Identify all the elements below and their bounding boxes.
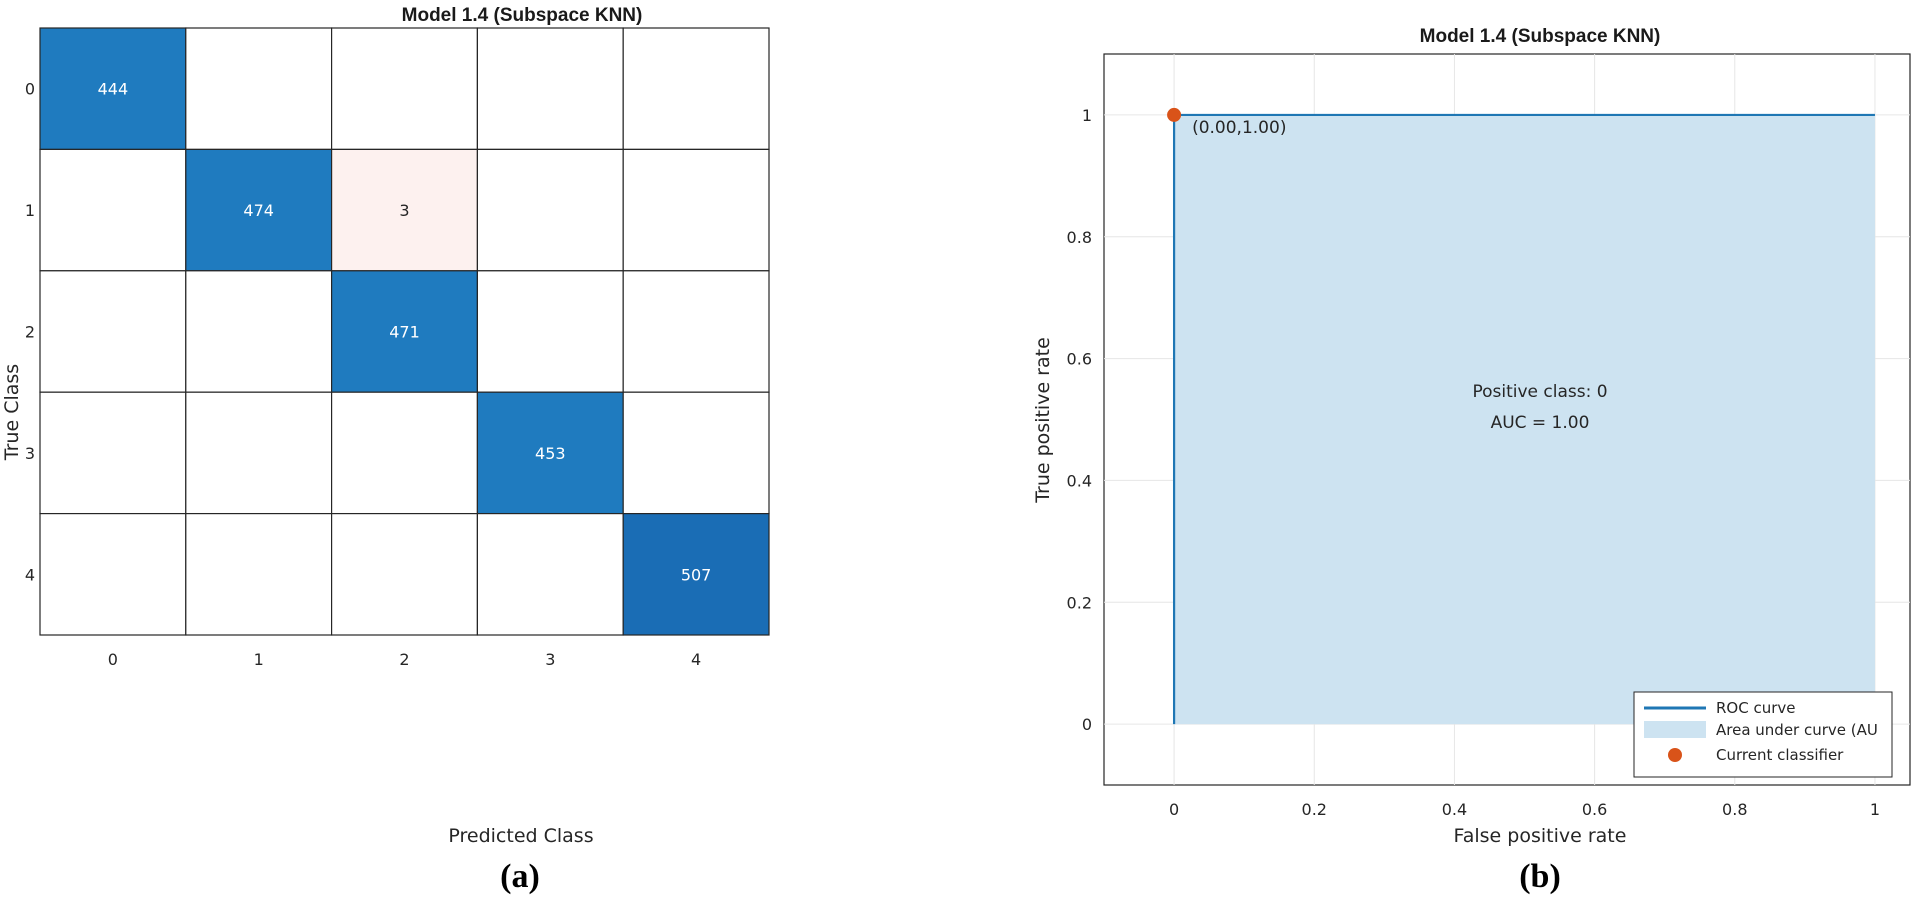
cm-cell-0-1 (185, 27, 333, 151)
cm-cell-2-2 (331, 270, 479, 393)
roc-title: Model 1.4 (Subspace KNN) (1420, 26, 1661, 47)
roc-legend: ROC curve Area under curve (AU Current c… (1633, 691, 1893, 778)
cm-value-2-2: 471 (389, 323, 420, 342)
confusion-matrix-ylabel: True Class (1, 364, 23, 461)
roc-x-tick-2: 0.4 (1442, 800, 1467, 819)
cm-value-1-1: 474 (243, 201, 274, 220)
legend-area-swatch (1644, 721, 1706, 738)
roc-x-tick-1: 0.2 (1302, 800, 1327, 819)
cm-cell-3-2 (331, 391, 479, 515)
legend-classifier-swatch (1668, 748, 1682, 762)
cm-cell-3-4 (622, 391, 770, 515)
current-classifier-point (1167, 107, 1182, 122)
cm-cell-1-3 (476, 148, 624, 272)
confusion-matrix-y-ticks: 0 1 2 3 4 (25, 80, 35, 585)
cm-x-tick-4: 4 (691, 650, 701, 669)
cm-x-tick-3: 3 (545, 650, 555, 669)
roc-plot: (0.00,1.00) (1167, 107, 1875, 725)
cm-y-tick-3: 3 (25, 444, 35, 463)
roc-x-ticks: 0 0.2 0.4 0.6 0.8 1 (1169, 800, 1880, 819)
cm-value-3-3: 453 (535, 444, 566, 463)
cm-cell-2-1 (185, 270, 333, 393)
cm-cell-1-4 (622, 148, 770, 272)
cm-cell-4-2 (331, 512, 479, 636)
cm-cell-1-1 (185, 148, 333, 272)
cm-x-tick-2: 2 (399, 650, 409, 669)
cm-cell-2-3 (476, 270, 624, 393)
roc-y-tick-0: 0 (1082, 715, 1092, 734)
cm-cell-3-1 (185, 391, 333, 515)
legend-area-label: Area under curve (AU (1716, 721, 1878, 739)
cm-cell-0-2 (331, 27, 479, 151)
confusion-matrix-title: Model 1.4 (Subspace KNN) (402, 5, 643, 26)
roc-y-tick-3: 0.6 (1067, 350, 1092, 369)
roc-x-tick-3: 0.6 (1582, 800, 1607, 819)
roc-y-ticks: 0 0.2 0.4 0.6 0.8 1 (1067, 106, 1092, 734)
cm-cell-4-3 (476, 512, 624, 636)
roc-y-tick-4: 0.8 (1067, 228, 1092, 247)
confusion-matrix-x-ticks: 0 1 2 3 4 (108, 650, 701, 669)
roc-x-tick-0: 0 (1169, 800, 1179, 819)
cm-y-tick-1: 1 (25, 201, 35, 220)
roc-panel: Model 1.4 (Subspace KNN) (0.00,1.00) 0 0.… (1032, 26, 1911, 895)
cm-cell-3-0 (39, 391, 187, 515)
caption-b: (b) (1519, 858, 1561, 895)
cm-y-tick-2: 2 (25, 323, 35, 342)
current-classifier-label: (0.00,1.00) (1192, 118, 1286, 138)
roc-y-tick-1: 0.2 (1067, 593, 1092, 612)
roc-y-tick-2: 0.4 (1067, 471, 1092, 490)
cm-cell-0-3 (476, 27, 624, 151)
cm-cell-2-0 (39, 270, 187, 393)
cm-value-4-4: 507 (681, 565, 712, 584)
cm-y-tick-4: 4 (25, 565, 35, 584)
cm-y-tick-0: 0 (25, 80, 35, 99)
cm-cell-3-3 (476, 391, 624, 515)
positive-class-annotation: Positive class: 0 (1472, 382, 1607, 402)
cm-cell-1-2 (331, 148, 479, 272)
confusion-matrix-panel: Model 1.4 (Subspace KNN) 444 474 3 471 453 50… (1, 5, 770, 895)
caption-a: (a) (500, 858, 540, 895)
roc-y-tick-5: 1 (1082, 106, 1092, 125)
cm-x-tick-0: 0 (108, 650, 118, 669)
cm-cell-1-0 (39, 148, 187, 272)
roc-ylabel: True positive rate (1032, 337, 1054, 504)
cm-value-0-0: 444 (98, 80, 129, 99)
confusion-matrix-cells: 444 474 3 471 453 507 (39, 27, 770, 636)
auc-annotation: AUC = 1.00 (1491, 413, 1590, 433)
cm-cell-4-1 (185, 512, 333, 636)
roc-x-tick-4: 0.8 (1722, 800, 1747, 819)
confusion-matrix-xlabel: Predicted Class (448, 825, 593, 847)
cm-value-1-2: 3 (399, 201, 409, 220)
cm-cell-4-0 (39, 512, 187, 636)
legend-roc-label: ROC curve (1716, 699, 1796, 717)
cm-cell-4-4 (622, 512, 770, 636)
cm-cell-0-0 (39, 27, 187, 151)
roc-x-tick-5: 1 (1870, 800, 1880, 819)
auc-area (1174, 114, 1875, 725)
cm-x-tick-1: 1 (254, 650, 264, 669)
roc-xlabel: False positive rate (1454, 825, 1627, 847)
cm-cell-2-4 (622, 270, 770, 393)
legend-classifier-label: Current classifier (1716, 746, 1844, 764)
cm-cell-0-4 (622, 27, 770, 151)
